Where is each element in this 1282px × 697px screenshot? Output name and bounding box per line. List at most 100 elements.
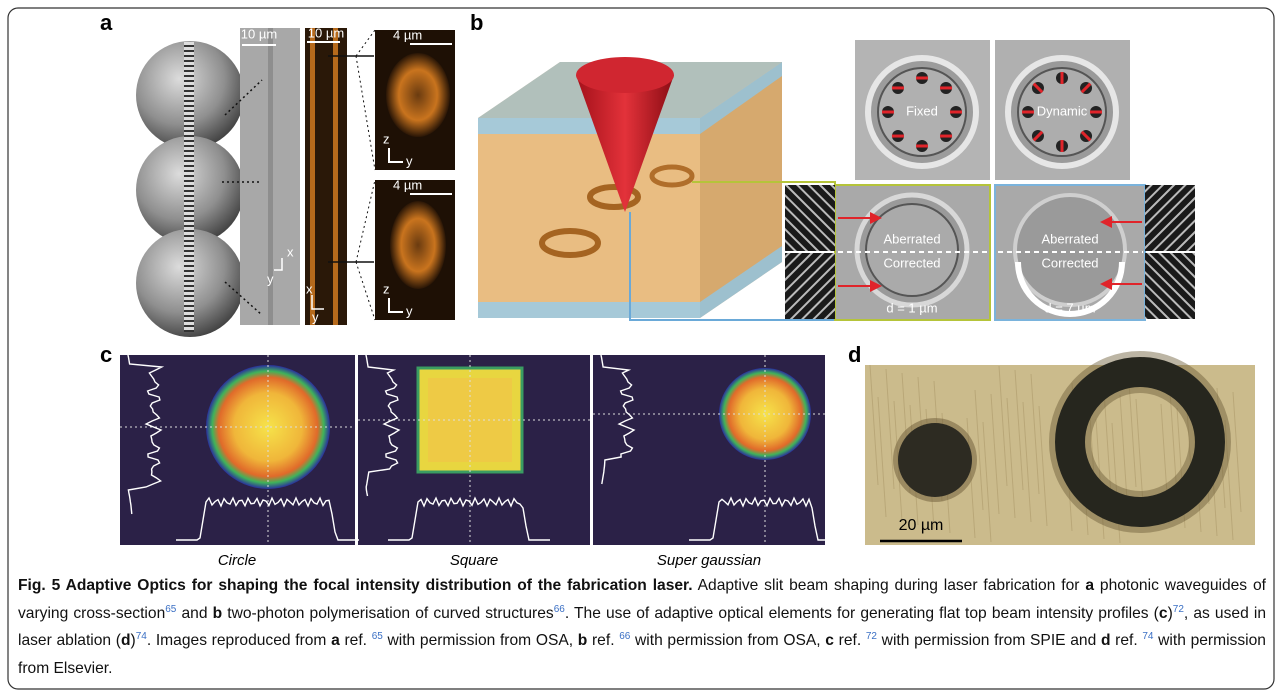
caption-text: with permission from OSA, bbox=[630, 632, 826, 649]
axis-label: z bbox=[383, 281, 390, 296]
panel-d-shape bbox=[898, 423, 972, 497]
caption-reference: 66 bbox=[553, 603, 565, 615]
scale-label: 10 µm bbox=[308, 25, 344, 40]
panel-b-shape bbox=[785, 253, 835, 319]
panel-label: d bbox=[848, 342, 861, 367]
spacing-label: d = 7 µm bbox=[1044, 300, 1095, 315]
marker-bar bbox=[1080, 130, 1092, 142]
figure-caption: Fig. 5 Adaptive Optics for shaping the f… bbox=[18, 572, 1266, 682]
caption-text: and bbox=[176, 604, 213, 622]
panel-b-shape bbox=[478, 302, 700, 318]
panel-b-shape bbox=[785, 185, 835, 251]
caption-text: c bbox=[1158, 604, 1168, 622]
caption-text: . The use of adaptive optical elements f… bbox=[564, 604, 1159, 622]
panel-c: c Circle Square Super gaussian bbox=[100, 339, 839, 569]
scale-label: 4 µm bbox=[393, 177, 422, 192]
grain-line bbox=[1030, 373, 1040, 495]
profile-curve bbox=[689, 496, 839, 541]
caption-text: ref. bbox=[833, 632, 866, 649]
axis-label: x bbox=[306, 281, 313, 296]
panel-d-shape bbox=[1055, 357, 1225, 527]
caption-text: ref. bbox=[339, 632, 372, 649]
caption-text: ref. bbox=[1110, 632, 1143, 649]
panel-b-shape bbox=[700, 246, 782, 318]
caption-text: b bbox=[212, 604, 223, 622]
marker-bar bbox=[1032, 82, 1044, 94]
panel-a-shape bbox=[388, 298, 403, 313]
profile-curve bbox=[127, 339, 165, 515]
spacing-label: d = 1 µm bbox=[886, 300, 937, 315]
marker-bar bbox=[940, 134, 953, 138]
panel-b-shape bbox=[700, 62, 782, 318]
marker-bar bbox=[1080, 82, 1092, 94]
grain-line bbox=[1022, 401, 1032, 523]
image-label: Fixed bbox=[906, 103, 938, 118]
image-caption: Circle bbox=[218, 552, 256, 569]
profile-curve bbox=[365, 342, 401, 497]
marker-bar bbox=[950, 110, 962, 114]
panel-b-shape bbox=[629, 212, 835, 321]
grain-line bbox=[1119, 394, 1129, 516]
panel-a-shape bbox=[386, 53, 450, 137]
axis-label: y bbox=[312, 309, 319, 324]
profile-curve bbox=[388, 496, 550, 541]
caption-text: , as used in laser ablation ( bbox=[18, 604, 1266, 650]
panel-a-shape bbox=[311, 295, 324, 310]
panel-b: b Fixed Dynamic Aberrated bbox=[470, 10, 1195, 321]
grain-line bbox=[1014, 369, 1024, 491]
axis-label: y bbox=[267, 271, 274, 286]
caption-reference: 65 bbox=[165, 603, 177, 615]
panel-a-shape bbox=[268, 28, 273, 325]
panel-b-shape bbox=[1013, 193, 1127, 307]
caption-text: two-photon polymerisation of curved stru… bbox=[222, 604, 554, 622]
grain-line bbox=[1224, 419, 1234, 541]
grain-line bbox=[1095, 418, 1105, 540]
marker-bar bbox=[940, 86, 953, 90]
grain-line bbox=[1006, 397, 1016, 519]
image-label: Dynamic bbox=[1037, 103, 1088, 118]
panel-b-shape bbox=[1145, 185, 1195, 251]
grain-line bbox=[877, 396, 887, 518]
grain-line bbox=[974, 389, 984, 511]
caption-text: d bbox=[1100, 632, 1111, 649]
panel-a: a 10 µm x y 10 µm x y 4 µm z y bbox=[100, 10, 455, 337]
caption-text: a bbox=[331, 632, 340, 649]
caption-reference: 72 bbox=[865, 630, 877, 642]
profile-curve bbox=[176, 496, 359, 541]
intensity-profile bbox=[120, 339, 839, 545]
marker-bar bbox=[916, 76, 928, 80]
caption-reference: 66 bbox=[619, 630, 631, 642]
caption-text: . Images reproduced from bbox=[146, 632, 332, 649]
axis-label: x bbox=[287, 244, 294, 259]
scale-label: 20 µm bbox=[899, 517, 944, 534]
scale-label: 4 µm bbox=[393, 27, 422, 42]
marker-bar bbox=[891, 86, 904, 90]
image-label: Aberrated bbox=[883, 231, 940, 246]
panel-b-shape bbox=[700, 62, 782, 134]
image-label: Corrected bbox=[1041, 255, 1098, 270]
panel-label: b bbox=[470, 10, 483, 35]
panel-a-shape bbox=[355, 55, 376, 171]
panel-label: a bbox=[100, 10, 113, 35]
panel-a-shape bbox=[224, 281, 263, 316]
caption-text: b bbox=[577, 632, 588, 649]
image-caption: Super gaussian bbox=[657, 552, 761, 569]
panel-b-shape bbox=[865, 203, 959, 297]
panel-b-shape bbox=[587, 184, 641, 210]
caption-text: Fig. 5 Adaptive Optics for shaping the f… bbox=[18, 577, 693, 594]
marker-ring bbox=[882, 72, 962, 152]
grain-line bbox=[1038, 405, 1048, 527]
grain-line bbox=[998, 365, 1008, 487]
marker-bar bbox=[1060, 72, 1064, 84]
texture bbox=[869, 364, 1242, 544]
caption-text: a bbox=[1085, 577, 1095, 594]
marker-bar bbox=[1022, 110, 1034, 114]
frame bbox=[7, 7, 1275, 690]
caption-text: ref. bbox=[587, 632, 620, 649]
caption-reference: 74 bbox=[1142, 630, 1154, 642]
marker-bar bbox=[1090, 110, 1102, 114]
caption-text: d bbox=[120, 632, 131, 649]
image-caption: Square bbox=[450, 552, 498, 569]
